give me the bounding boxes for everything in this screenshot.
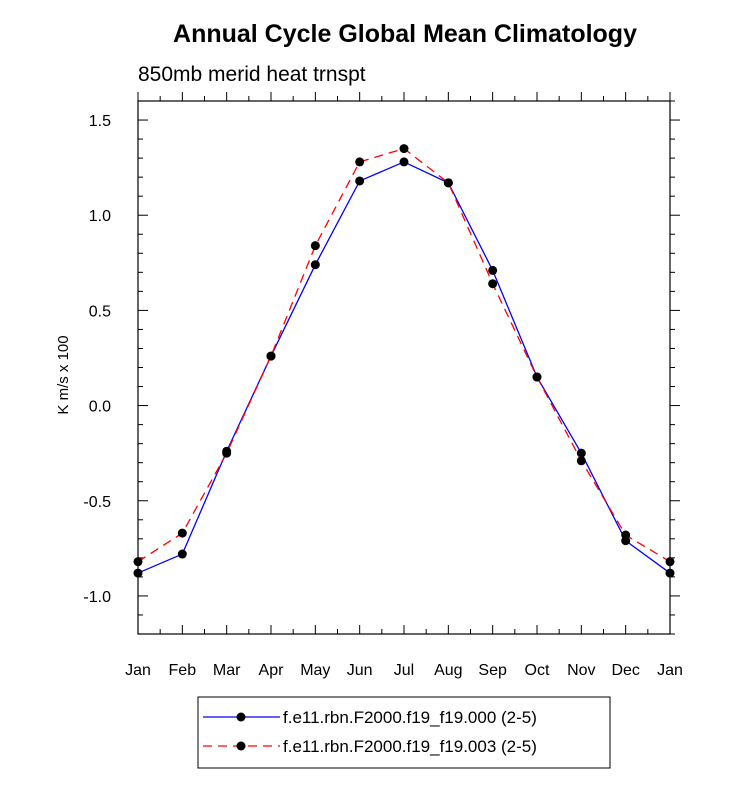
series-1-point xyxy=(355,176,365,186)
legend-label-2: f.e11.rbn.F2000.f19_f19.003 (2-5) xyxy=(283,737,537,756)
legend-marker-2 xyxy=(236,741,246,751)
series-1-point xyxy=(133,568,143,578)
series-2-point xyxy=(532,372,542,382)
series-line-1 xyxy=(137,161,671,574)
x-tick-label: May xyxy=(300,662,330,679)
series-2-point xyxy=(576,456,586,466)
series-2-point xyxy=(177,528,187,538)
y-tick-label: 1.5 xyxy=(89,113,111,130)
series-2-point xyxy=(266,351,276,361)
y-tick-label: -0.5 xyxy=(83,494,111,511)
series-2-point xyxy=(399,144,409,154)
x-tick-label: Nov xyxy=(567,662,595,679)
x-tick-label: Apr xyxy=(259,662,285,679)
series-1-point xyxy=(177,549,187,559)
x-tick-label: Sep xyxy=(478,662,507,679)
series-1-point xyxy=(488,265,498,275)
legend-marker-1 xyxy=(236,712,246,722)
series-1-point xyxy=(310,260,320,270)
y-tick-label: -1.0 xyxy=(83,589,111,606)
series-2-point xyxy=(621,530,631,540)
legend: f.e11.rbn.F2000.f19_f19.000 (2-5) f.e11.… xyxy=(197,696,611,769)
series-1-point xyxy=(576,448,586,458)
legend-label-1: f.e11.rbn.F2000.f19_f19.000 (2-5) xyxy=(283,708,537,727)
x-tick-label: Jul xyxy=(394,662,414,679)
series-line-2 xyxy=(137,147,671,563)
series-2-point xyxy=(222,448,232,458)
x-tick-label: Oct xyxy=(525,662,550,679)
series-2-point xyxy=(488,279,498,289)
plot-series xyxy=(133,144,675,578)
series-2-point xyxy=(355,157,365,167)
y-tick-label: 0.0 xyxy=(89,399,111,416)
x-tick-label: Jun xyxy=(347,662,373,679)
series-1-point xyxy=(665,568,675,578)
x-tick-label: Mar xyxy=(213,662,241,679)
series-1-point xyxy=(399,157,409,167)
x-tick-label: Aug xyxy=(434,662,462,679)
x-tick-label: Jan xyxy=(657,662,683,679)
legend-box xyxy=(197,696,611,769)
series-2-point xyxy=(133,557,143,567)
axes: Jan Feb Mar Apr May Jun Jul Aug Sep Oct Nov Dec Jan -… xyxy=(83,92,683,679)
series-2-point xyxy=(443,178,453,188)
chart-subtitle: 850mb merid heat trnspt xyxy=(138,63,366,86)
series-2-point xyxy=(310,241,320,251)
y-axis-label: K m/s x 100 xyxy=(55,335,72,414)
x-tick-label: Jan xyxy=(125,662,151,679)
plot-frame xyxy=(137,100,671,635)
y-tick-label: 0.5 xyxy=(89,303,111,320)
series-2-point xyxy=(665,557,675,567)
chart-title: Annual Cycle Global Mean Climatology xyxy=(173,20,637,48)
x-tick-label: Feb xyxy=(169,662,197,679)
y-tick-label: 1.0 xyxy=(89,208,111,225)
x-tick-label: Dec xyxy=(611,662,639,679)
